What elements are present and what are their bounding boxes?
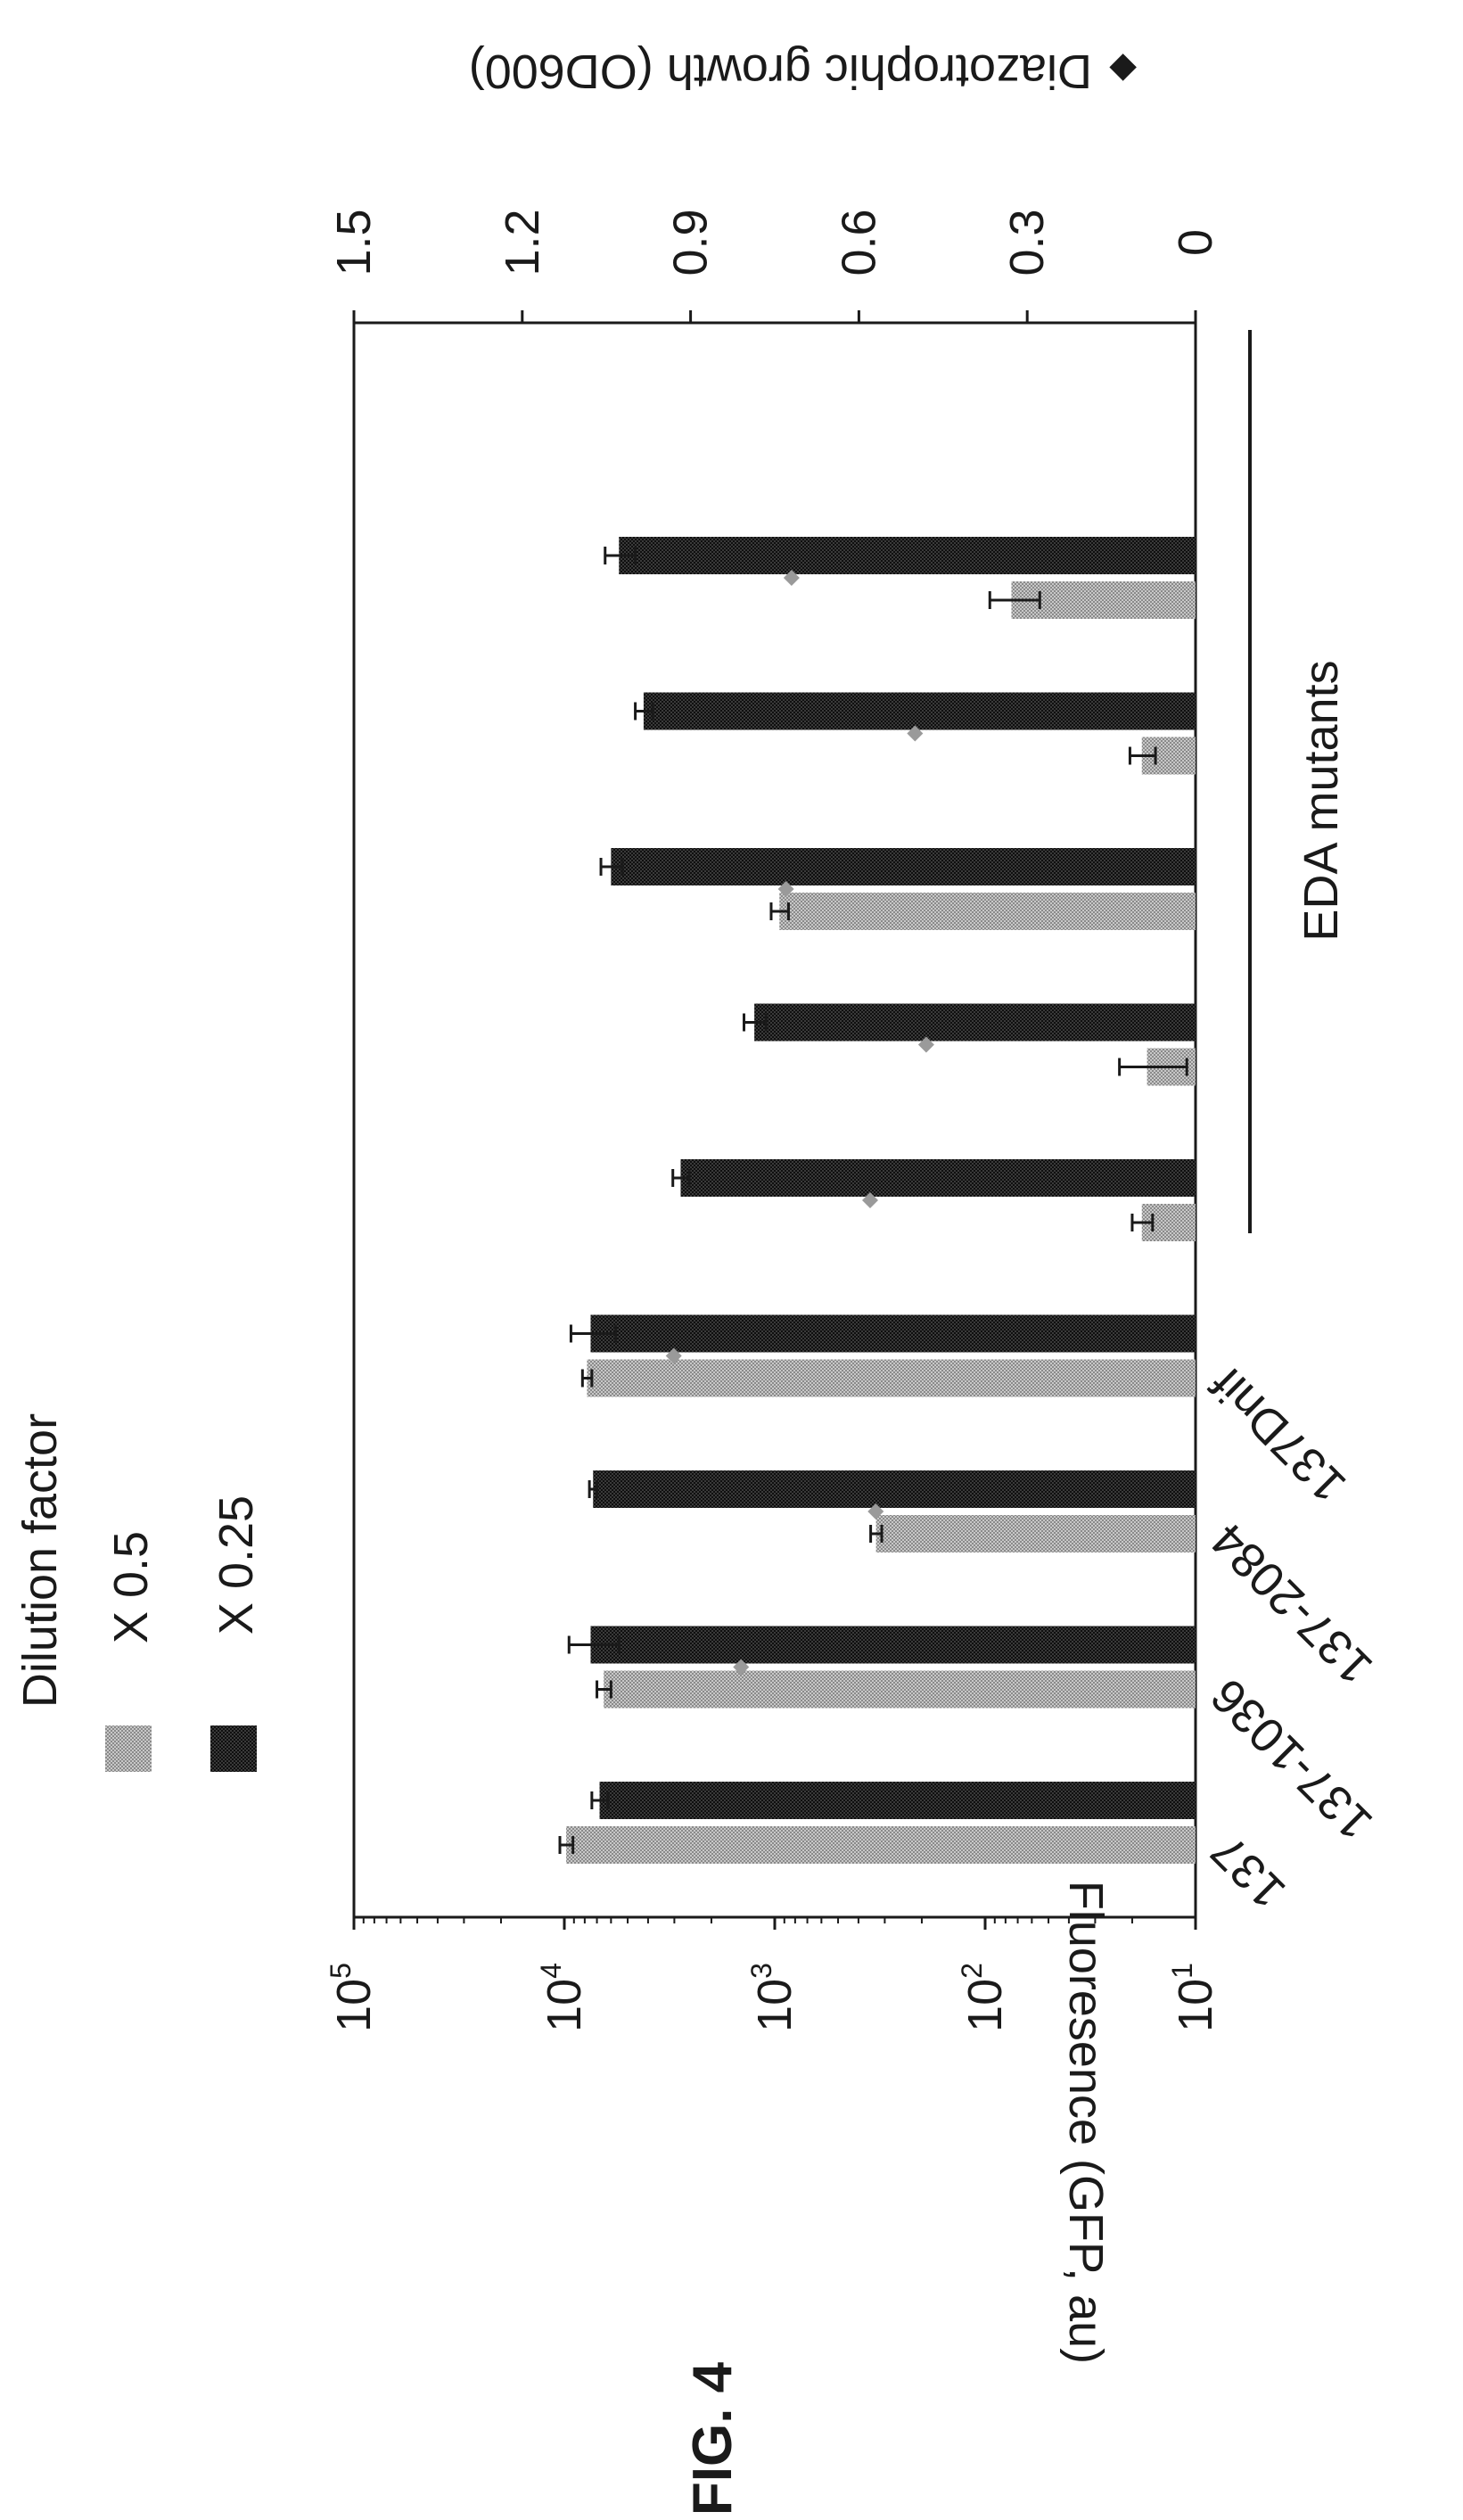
group-label: EDA mutants — [1295, 660, 1348, 941]
legend-swatch-x05 — [105, 1725, 152, 1772]
svg-text:104: 104 — [535, 1963, 591, 2032]
y-right-tick-label: 0.3 — [1000, 209, 1054, 276]
right-axis-ticks: 0 0.3 0.6 0.9 1.2 1.5 — [327, 209, 1222, 323]
bar-x025 — [593, 1470, 1196, 1508]
svg-text:105: 105 — [325, 1963, 381, 2032]
y-left-tick-label: 105 — [325, 1963, 381, 2032]
svg-text:102: 102 — [956, 1963, 1012, 2032]
bar-x025 — [590, 1626, 1196, 1664]
bar-x025 — [599, 1782, 1196, 1819]
bar-x025 — [680, 1159, 1196, 1197]
od600-marker — [907, 725, 924, 742]
legend-swatch-x025 — [210, 1725, 257, 1772]
y-left-axis-label: Fluoresence (GFP, au) — [1059, 1881, 1113, 2364]
bar-x05 — [1011, 581, 1196, 619]
bar-x025 — [643, 692, 1196, 730]
y-left-tick-label: 104 — [535, 1963, 591, 2032]
od600-marker — [917, 1036, 934, 1053]
y-right-axis-label: Diazotrophic growth (OD600) — [469, 45, 1092, 98]
od600-markers-layer — [665, 570, 934, 1676]
y-left-tick-label: 101 — [1166, 1963, 1222, 2032]
y-right-axis-label-group: ◆ Diazotrophic growth (OD600) — [469, 45, 1137, 98]
od600-marker — [733, 1659, 750, 1676]
bar-x025 — [611, 848, 1196, 885]
y-right-axis-label-marker: ◆ — [1109, 50, 1137, 89]
bar-x05 — [779, 893, 1196, 930]
od600-marker — [867, 1503, 884, 1519]
category-tick-label: 137Dnif — [1200, 1356, 1356, 1512]
left-axis-ticks: 101 102 103 104 105 — [325, 1917, 1222, 2032]
error-bars-layer — [558, 547, 1188, 1854]
y-right-tick-label: 0.6 — [832, 209, 885, 276]
bar-x05 — [566, 1826, 1196, 1864]
svg-text:101: 101 — [1166, 1963, 1222, 2032]
bar-x05 — [604, 1670, 1196, 1709]
od600-marker — [777, 881, 794, 897]
legend-title: Dilution factor — [13, 1413, 67, 1708]
od600-marker — [783, 570, 800, 586]
bar-x025 — [590, 1314, 1196, 1353]
category-tick-label: 137-1036 — [1201, 1668, 1383, 1850]
y-left-tick-label: 102 — [956, 1963, 1012, 2032]
od600-marker — [665, 1347, 682, 1364]
bar-x025 — [619, 537, 1196, 574]
od600-marker — [861, 1192, 878, 1208]
bars-layer — [566, 537, 1196, 1864]
y-right-tick-label: 1.5 — [327, 209, 381, 276]
bar-x05 — [587, 1359, 1196, 1397]
figure-label: FIG. 4 — [682, 2361, 744, 2516]
category-tick-label: 137-2084 — [1201, 1513, 1383, 1695]
bar-x025 — [754, 1003, 1196, 1042]
legend-label-x05: X 0.5 — [104, 1531, 158, 1643]
svg-text:103: 103 — [745, 1963, 801, 2032]
y-right-tick-label: 0.9 — [664, 209, 718, 276]
y-right-tick-label: 0 — [1169, 229, 1222, 256]
legend-label-x025: X 0.25 — [210, 1495, 263, 1635]
y-right-tick-label: 1.2 — [496, 209, 549, 276]
category-tick-label: 137 — [1201, 1824, 1295, 1919]
bar-x05 — [875, 1515, 1196, 1552]
legend: Dilution factor X 0.5 X 0.25 — [13, 1413, 263, 1772]
y-left-tick-label: 103 — [745, 1963, 801, 2032]
